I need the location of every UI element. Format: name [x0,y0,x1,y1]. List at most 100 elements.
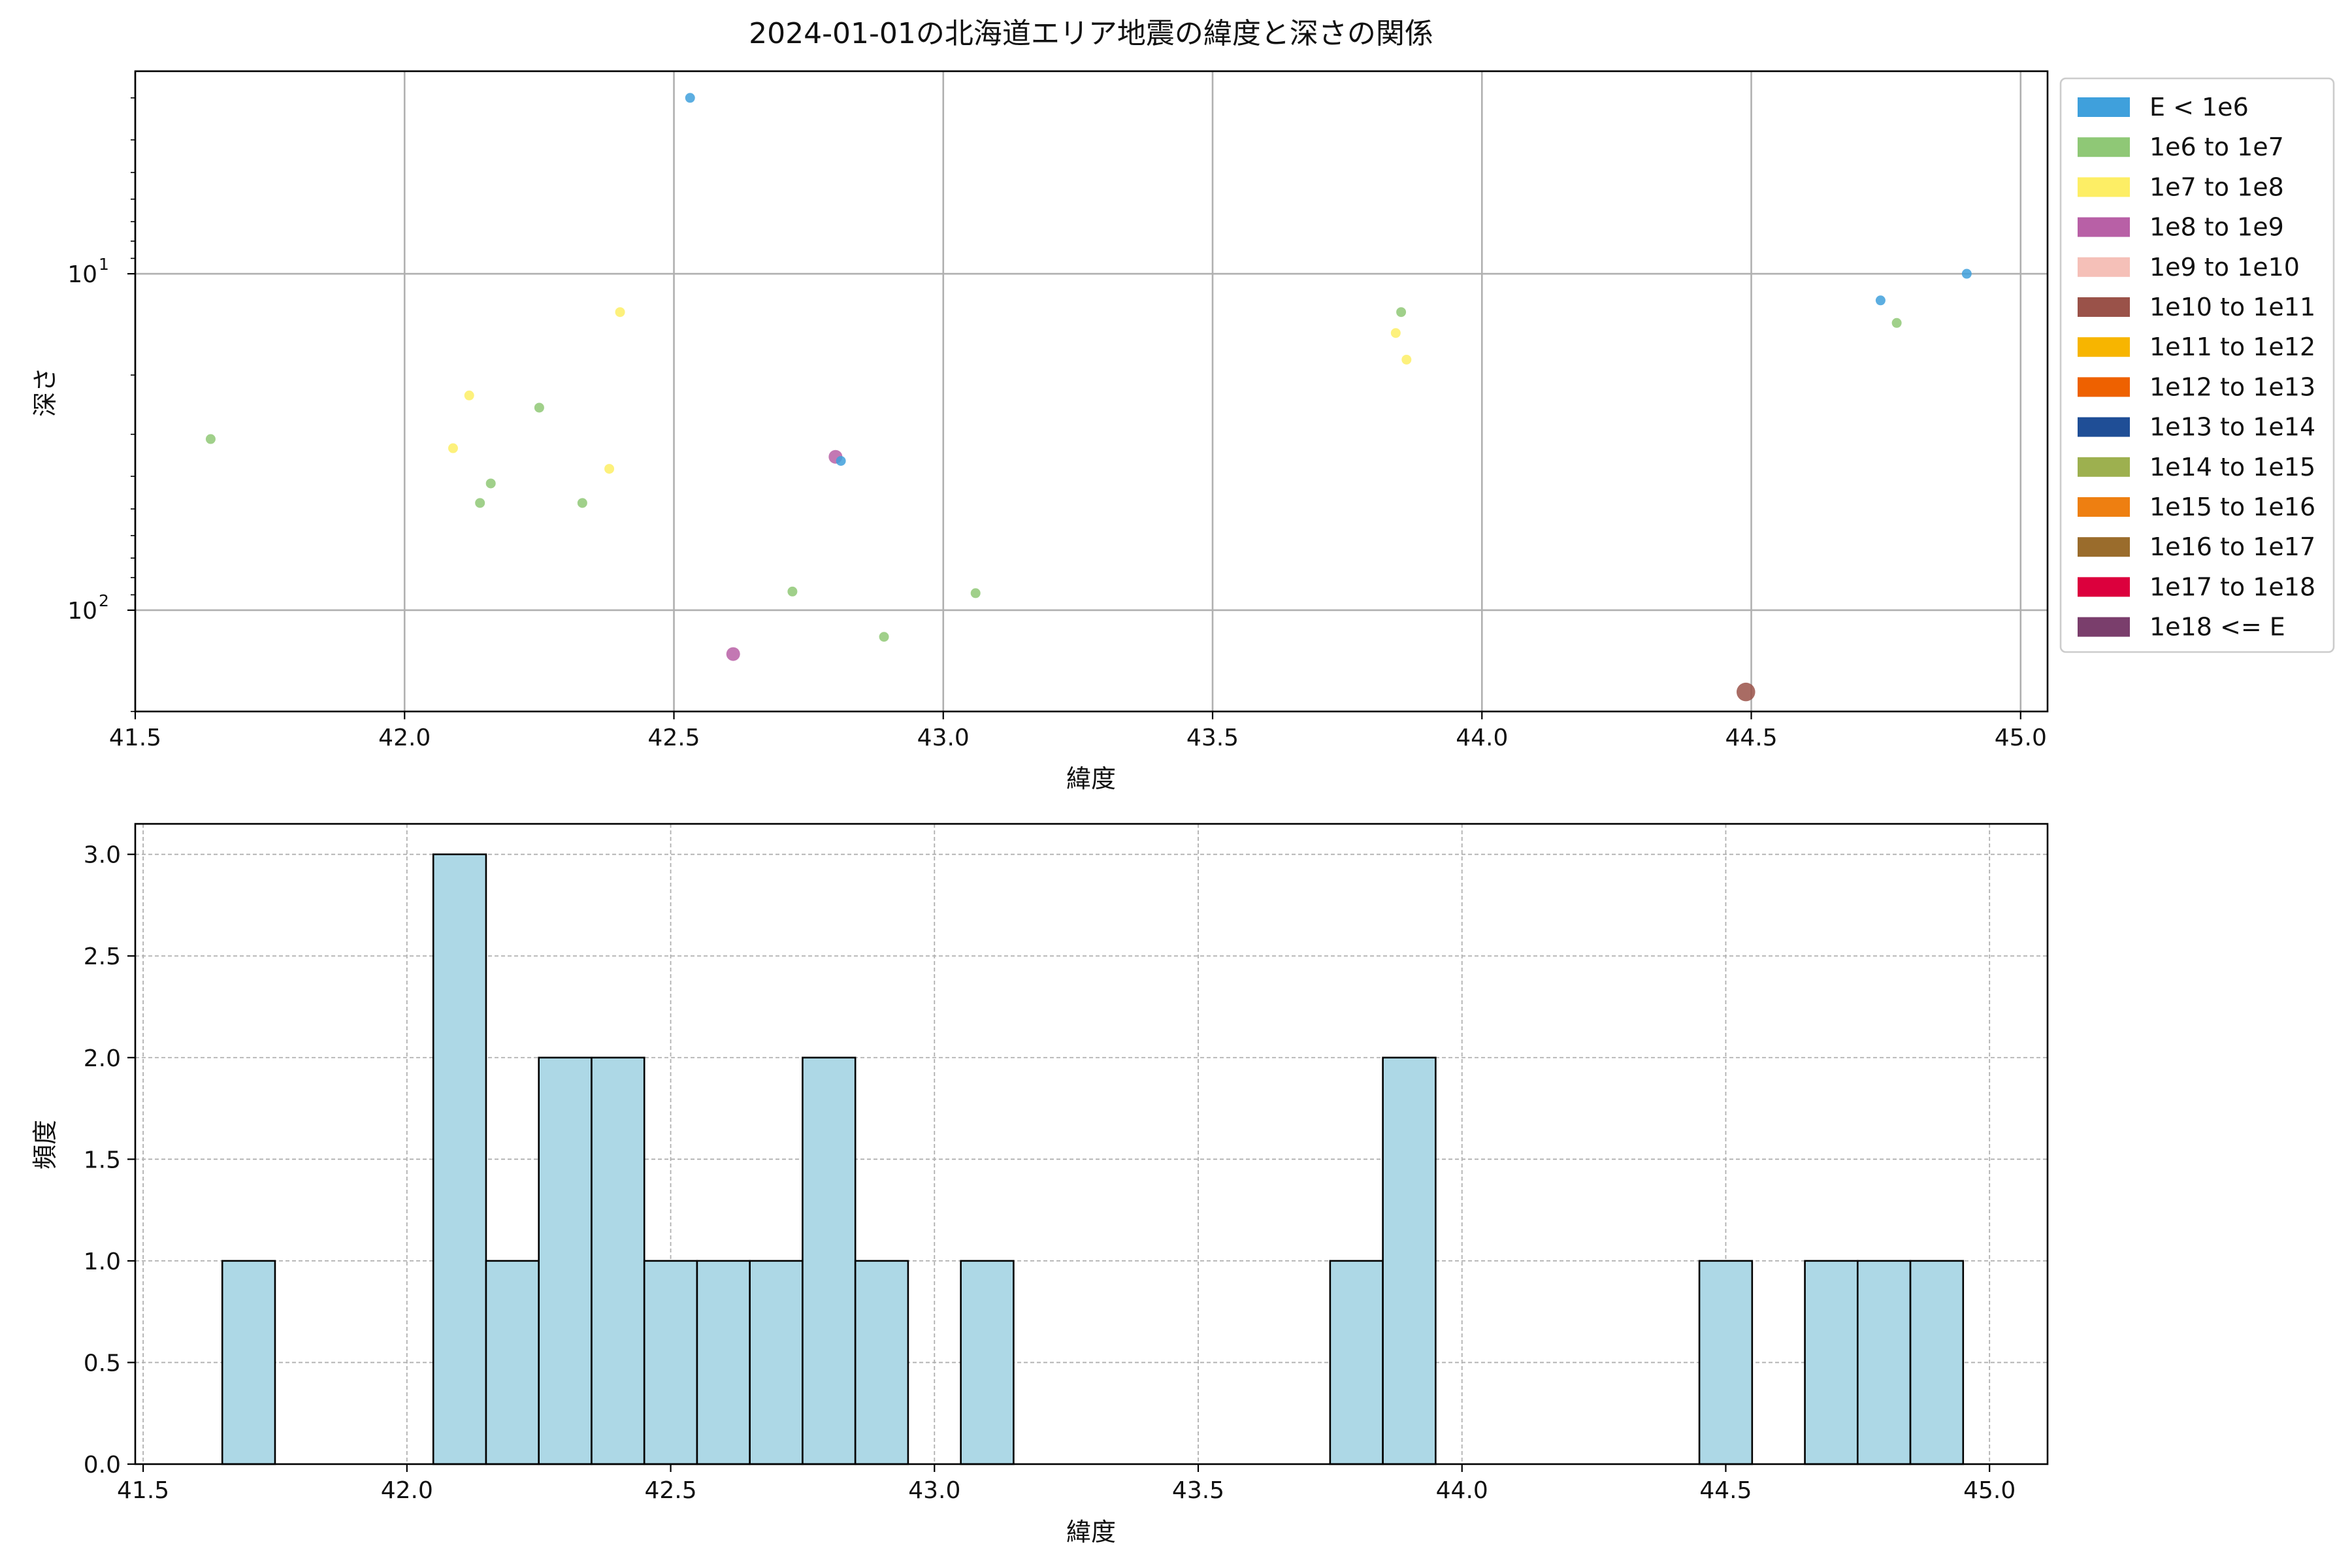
legend-swatch [2078,257,2130,277]
histogram-y-tick-label: 3.0 [84,842,121,869]
scatter-point [1891,318,1902,328]
legend-swatch [2078,217,2130,237]
scatter-point [1390,328,1401,338]
scatter-x-tick-label: 42.0 [378,725,431,751]
legend-swatch [2078,297,2130,317]
histogram-x-tick-label: 42.0 [381,1477,433,1504]
histogram-bar [960,1260,1015,1465]
legend-swatch [2078,617,2130,637]
legend-label: 1e17 to 1e18 [2149,572,2315,601]
scatter-point [1737,682,1756,702]
scatter-y-axis-label: 深さ [31,367,59,417]
scatter-grid [134,71,2048,711]
histogram-x-tick-label: 42.5 [644,1477,696,1504]
legend-label: 1e12 to 1e13 [2149,372,2315,401]
histogram-y-tick-label: 1.0 [84,1249,121,1275]
scatter-point [534,402,544,413]
histogram-plot-frame [134,823,2049,1465]
legend-label: 1e14 to 1e15 [2149,453,2315,482]
scatter-chart: 2024-01-01の北海道エリア地震の緯度と深さの関係 41.5 42.0 42.… [31,17,2335,793]
histogram-y-tick-label: 2.0 [84,1045,121,1072]
legend-label: E < 1e6 [2149,93,2249,122]
scatter-point [448,443,458,453]
scatter-y-tick-base: 10 [67,261,97,288]
scatter-y-tick-exp: 2 [99,591,109,610]
histogram-y-tick-label: 2.5 [84,943,121,970]
histogram-x-tick-label: 43.5 [1172,1477,1224,1504]
histogram-x-tick-label: 41.5 [117,1477,169,1504]
legend-swatch [2078,337,2130,357]
scatter-point [205,434,216,444]
histogram-y-tick-label: 0.0 [84,1452,121,1478]
legend-label: 1e9 to 1e10 [2149,253,2300,282]
histogram-x-axis-label: 緯度 [1066,1518,1116,1546]
scatter-point [970,588,981,598]
histogram-bar [1804,1260,1859,1465]
scatter-points [205,93,1972,702]
legend-label: 1e8 to 1e9 [2149,213,2284,242]
scatter-point [1875,295,1886,306]
histogram-bar [696,1260,751,1465]
scatter-point [685,93,695,103]
histogram-bar [1857,1260,1912,1465]
histogram-bar [854,1260,909,1465]
legend-label: 1e11 to 1e12 [2149,333,2315,361]
scatter-x-ticks: 41.5 42.0 42.5 43.0 43.5 44.0 44.5 45.0 [109,711,2047,751]
scatter-x-tick-label: 44.0 [1456,725,1508,751]
histogram-x-tick-label: 43.0 [908,1477,960,1504]
legend-swatch [2078,377,2130,397]
histogram-x-ticks: 41.5 42.0 42.5 43.0 43.5 44.0 44.5 45.0 [117,1464,2016,1504]
histogram-bar [485,1260,540,1465]
legend-swatch [2078,577,2130,597]
scatter-x-tick-label: 45.0 [1995,725,2047,751]
scatter-point [879,632,889,642]
scatter-point [475,498,485,508]
scatter-point [1396,307,1407,318]
scatter-x-tick-label: 41.5 [109,725,161,751]
scatter-title: 2024-01-01の北海道エリア地震の緯度と深さの関係 [749,17,1433,50]
legend-frame [2059,77,2335,653]
histogram-chart: 41.5 42.0 42.5 43.0 43.5 44.0 44.5 45.0 0.0 0.5 1… [31,823,2049,1546]
histogram-x-tick-label: 44.0 [1436,1477,1488,1504]
scatter-y-tick-base: 10 [67,598,97,625]
scatter-point [615,307,625,318]
scatter-x-axis-label: 緯度 [1066,764,1116,793]
legend-label: 1e13 to 1e14 [2149,413,2315,442]
legend-label: 1e6 to 1e7 [2149,133,2284,161]
scatter-point [787,586,798,596]
legend-swatch [2078,97,2130,117]
legend-swatch [2078,497,2130,517]
legend-swatch [2078,417,2130,437]
scatter-point [836,456,846,466]
scatter-point [604,464,615,474]
histogram-bar [1382,1056,1437,1465]
legend-items: E < 1e6 1e6 to 1e7 1e7 to 1e8 1e8 to 1e9 1e9… [2078,93,2315,642]
histogram-bar [749,1260,804,1465]
legend-label: 1e16 to 1e17 [2149,532,2315,561]
histogram-bar [432,853,487,1465]
scatter-point [1401,354,1412,365]
histogram-bar [802,1056,857,1465]
scatter-point [485,478,496,489]
legend-label: 1e7 to 1e8 [2149,172,2284,201]
scatter-point [726,647,740,661]
histogram-bar [1329,1260,1384,1465]
scatter-x-tick-label: 43.0 [917,725,970,751]
legend-swatch [2078,137,2130,157]
legend-label: 1e18 <= E [2149,613,2285,642]
histogram-bar [1698,1260,1754,1465]
histogram-bars [221,853,1965,1465]
scatter-x-tick-label: 44.5 [1725,725,1777,751]
scatter-point [577,498,587,508]
legend-label: 1e15 to 1e16 [2149,493,2315,521]
histogram-y-ticks: 0.0 0.5 1.0 1.5 2.0 2.5 3.0 [84,842,135,1478]
histogram-y-tick-label: 0.5 [84,1350,121,1377]
histogram-x-tick-label: 45.0 [1963,1477,2016,1504]
histogram-y-tick-label: 1.5 [84,1147,121,1173]
histogram-bar [1909,1260,1965,1465]
legend-swatch [2078,537,2130,557]
histogram-bar [538,1056,593,1465]
